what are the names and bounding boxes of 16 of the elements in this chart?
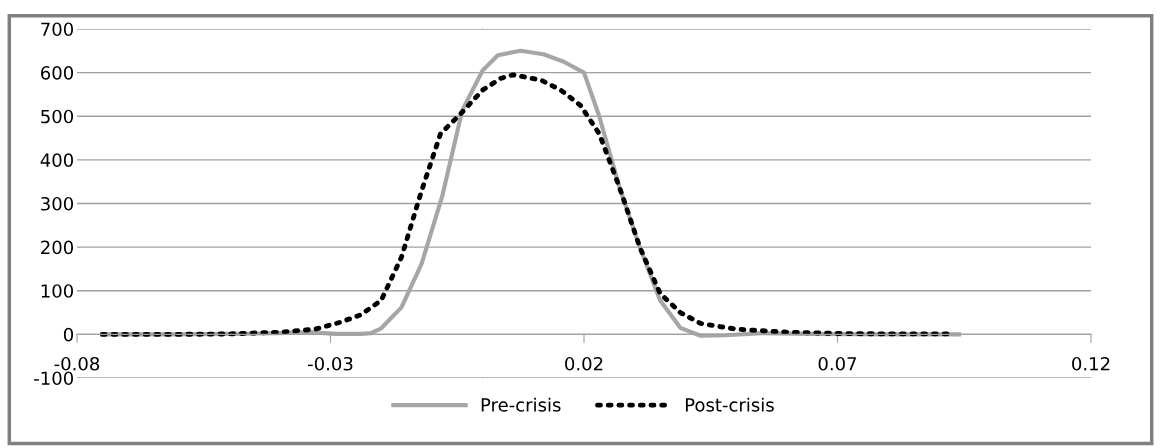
x-tick-label: -0.03: [308, 356, 353, 371]
x-tick-label: -0.08: [54, 356, 100, 371]
y-tick-label: 400: [40, 153, 74, 167]
y-tick-label: 200: [41, 240, 74, 255]
y-tick-label: -100: [34, 371, 74, 386]
x-tick-label: 0.12: [1072, 356, 1110, 371]
y-tick-label: 500: [41, 109, 74, 124]
y-tick-label: 300: [41, 196, 74, 211]
x-tick-label: 0.02: [565, 356, 603, 371]
x-tick-label: 0.07: [818, 356, 857, 371]
y-tick-label: 700: [41, 22, 74, 37]
y-tick-label: 600: [41, 66, 74, 80]
legend-label: Post-crisis: [685, 397, 774, 412]
y-tick-label: 0: [63, 327, 74, 342]
legend-label: Pre-crisis: [481, 397, 561, 412]
y-tick-label: 100: [41, 284, 74, 298]
